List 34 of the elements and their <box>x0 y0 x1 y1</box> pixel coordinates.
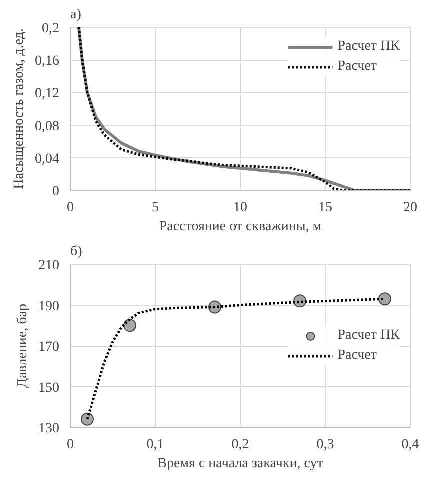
x-tick-label: 0,1 <box>146 438 164 452</box>
x-axis-title: Расстояние от скважины, м <box>159 220 322 234</box>
point <box>378 292 392 306</box>
x-axis-title: Время с начала закачки, сут <box>158 456 324 472</box>
x-tick-label: 15 <box>318 200 332 216</box>
chart-title: а) <box>70 8 82 22</box>
x-tick-label: 0,4 <box>402 438 420 452</box>
y-tick-label: 210 <box>38 258 60 274</box>
y-tick-label: 170 <box>38 340 60 355</box>
y-tick-label: 150 <box>38 380 60 396</box>
chart-title: б) <box>70 244 83 260</box>
y-tick-label: 190 <box>38 299 60 314</box>
y-tick-label: 130 <box>38 422 60 436</box>
legend-label: Расчет <box>338 59 378 75</box>
y-tick-label: 0,12 <box>35 86 60 102</box>
x-tick-label: 20 <box>404 200 418 216</box>
x-tick-label: 10 <box>234 200 248 216</box>
point <box>124 319 136 332</box>
x-tick-label: 0,3 <box>316 438 334 452</box>
x-tick-label: 0 <box>67 438 74 452</box>
y-tick-label: 0,16 <box>35 54 60 70</box>
legend-label: Расчет ПК <box>338 39 400 55</box>
y-axis-title: Давление, бар <box>16 304 30 388</box>
point <box>81 412 94 426</box>
legend-label: Расчет ПК <box>338 328 400 344</box>
x-tick-label: 0,2 <box>232 438 250 452</box>
y-tick-label: 0 <box>52 184 60 200</box>
y-tick-label: 0,08 <box>35 119 60 134</box>
legend-label: Расчет <box>338 348 378 364</box>
y-axis-title: Насыщенность газом, д.ед. <box>12 28 27 190</box>
x-tick-label: 0 <box>67 200 74 216</box>
y-tick-label: 0,04 <box>35 152 60 167</box>
x-tick-label: 5 <box>152 200 159 216</box>
y-tick-label: 0,2 <box>42 22 60 36</box>
